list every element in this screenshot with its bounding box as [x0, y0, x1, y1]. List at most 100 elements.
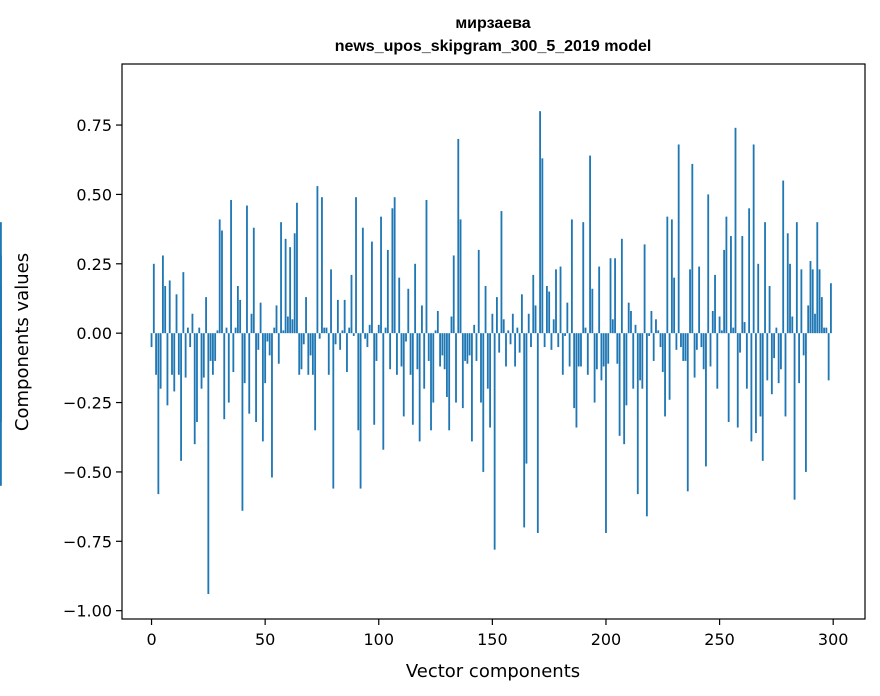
bar-149 [489, 333, 491, 428]
bar-20 [196, 333, 198, 422]
bar-9 [171, 333, 173, 375]
bar-77 [325, 327, 328, 334]
bar-213 [634, 324, 637, 334]
bar-133 [452, 255, 455, 334]
y-tick-label: −0.50 [63, 463, 112, 482]
bar-252 [723, 249, 726, 334]
bar-228 [668, 333, 671, 400]
bar-279 [784, 333, 787, 417]
bar-235 [684, 333, 687, 361]
bar-109 [398, 277, 401, 334]
bar-276 [777, 333, 780, 384]
bar-229 [670, 219, 673, 334]
bar-15 [184, 333, 187, 378]
x-tick-label: 250 [704, 630, 735, 649]
bar-16 [186, 327, 189, 334]
y-tick-label: 0.25 [76, 255, 112, 274]
bar-124 [432, 333, 435, 403]
bar-134 [455, 333, 457, 403]
bar-146 [482, 333, 485, 472]
bar-261 [743, 322, 746, 334]
bar-30 [218, 219, 221, 334]
bar-89 [352, 333, 355, 336]
bar-190 [582, 222, 585, 334]
bar-293 [816, 222, 819, 334]
bar-17 [189, 333, 192, 348]
bar-3 [157, 333, 160, 495]
bar-159 [511, 313, 514, 334]
y-tick-label: 0.50 [76, 185, 112, 204]
bar-260 [741, 236, 744, 334]
bar-257 [734, 127, 737, 334]
bar-282 [791, 316, 794, 334]
bar-138 [464, 333, 467, 361]
bar-294 [818, 269, 821, 334]
bar-145 [480, 333, 482, 403]
bar-79 [330, 269, 332, 334]
bar-90 [355, 197, 357, 334]
bar-55 [275, 305, 278, 334]
bar-256 [732, 327, 735, 334]
bar-129 [443, 333, 446, 370]
bar-148 [486, 333, 489, 389]
bar-270 [764, 222, 766, 334]
bar-226 [664, 333, 666, 417]
bar-224 [659, 333, 662, 348]
bar-44 [250, 313, 253, 334]
bar-12 [177, 333, 180, 375]
bar-209 [625, 333, 628, 406]
bar-75 [321, 197, 323, 334]
y-tick-label: 0.75 [76, 116, 112, 135]
y-tick-label: −0.75 [63, 532, 112, 551]
bar-26 [209, 333, 212, 361]
bar-61 [289, 247, 292, 334]
bar-249 [716, 333, 719, 389]
bar-29 [216, 330, 219, 334]
bar-185 [570, 219, 573, 334]
bar-158 [509, 333, 512, 345]
bar-6 [164, 286, 167, 334]
bar-297 [825, 327, 828, 334]
bar-85 [343, 299, 346, 334]
bar-106 [391, 208, 394, 334]
bar-222 [655, 319, 657, 334]
bar-230 [673, 277, 676, 334]
bar-121 [425, 199, 428, 334]
bar-181 [561, 333, 564, 375]
bar-239 [693, 333, 696, 378]
bar-264 [750, 333, 753, 442]
bar-144 [477, 249, 480, 334]
bar-267 [757, 263, 760, 334]
bar-176 [550, 333, 553, 350]
bar-28 [214, 333, 217, 361]
bar-266 [755, 333, 757, 434]
bar-51 [266, 333, 269, 342]
bar-64 [296, 202, 298, 334]
bar-70 [309, 333, 312, 356]
bar-201 [607, 333, 610, 364]
bar-273 [770, 333, 773, 395]
bar-281 [789, 263, 791, 334]
bar-63 [293, 233, 296, 334]
bar-84 [341, 330, 344, 334]
bar-232 [677, 144, 680, 334]
bar-36 [232, 333, 235, 373]
bar-165 [525, 333, 528, 464]
bar-116 [414, 263, 417, 334]
bar-150 [491, 313, 494, 334]
bar-215 [639, 333, 641, 381]
bar-113 [407, 288, 410, 334]
bar-286 [800, 269, 803, 334]
bar-32 [223, 333, 226, 420]
bar-42 [246, 205, 248, 334]
bar-262 [745, 333, 748, 389]
bar-244 [705, 333, 707, 467]
bar-71 [311, 333, 314, 375]
bar-139 [466, 333, 469, 364]
bar-98 [373, 333, 376, 425]
bar-153 [498, 333, 501, 353]
bar-140 [468, 333, 471, 356]
chart-title-group: мирзаева news_upos_skipgram_300_5_2019 m… [335, 15, 652, 55]
y-axis-ticks: 0.75 0.50 0.25 0.00 −0.25 −0.50 −0.75 −1.00 [63, 116, 122, 621]
bar-156 [505, 333, 507, 367]
